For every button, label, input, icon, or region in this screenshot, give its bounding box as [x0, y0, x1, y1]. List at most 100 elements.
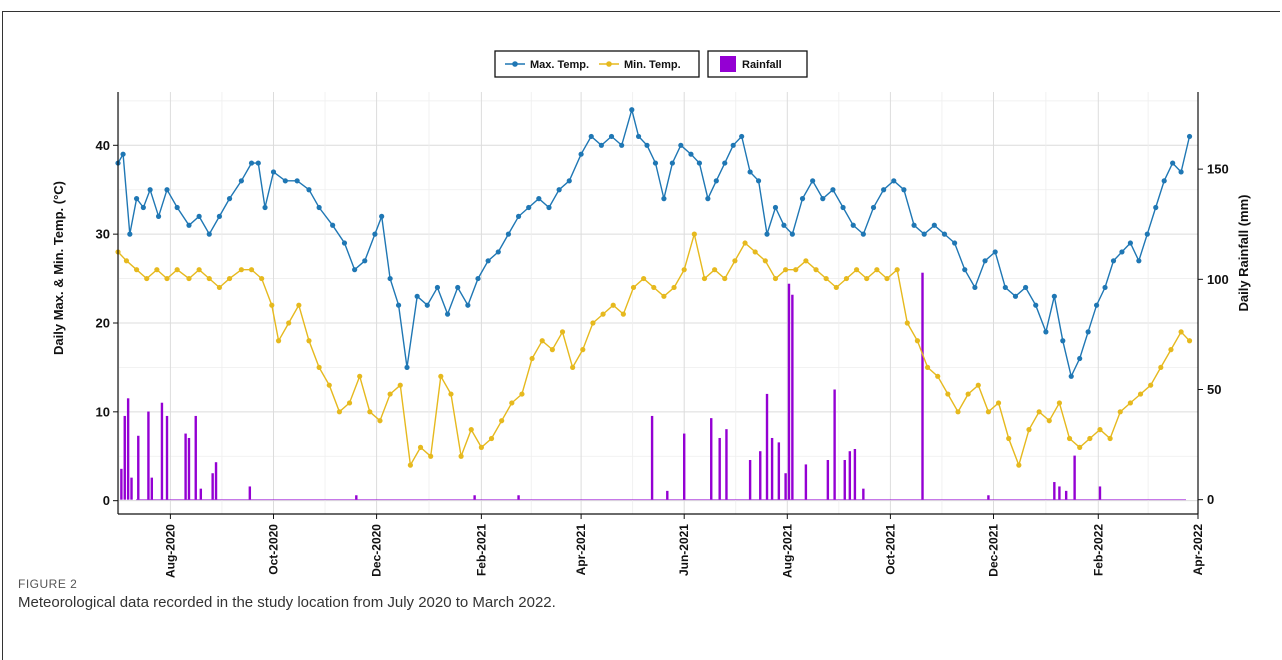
rainfall-bar	[777, 442, 781, 500]
rainfall-bar	[194, 415, 197, 500]
max-temp-point	[387, 275, 393, 282]
rainfall-bar	[921, 272, 924, 500]
max-temp-point	[688, 151, 694, 157]
max-temp-point	[1077, 355, 1083, 362]
min-temp-point	[701, 275, 708, 282]
min-temp-point	[144, 275, 150, 282]
min-temp-point	[955, 409, 961, 415]
max-temp-point	[840, 204, 846, 211]
min-temp-point	[641, 275, 647, 282]
min-temp-point	[519, 391, 525, 397]
max-temp-point	[588, 133, 594, 140]
max-temp-point	[515, 213, 522, 219]
max-temp-point	[164, 187, 170, 193]
legend-label-min-temp: Min. Temp.	[624, 59, 681, 71]
min-temp-point	[1026, 427, 1032, 433]
max-temp-point	[1085, 329, 1091, 335]
max-temp-point	[316, 204, 322, 211]
y-tick-label-right: 0	[1207, 492, 1214, 507]
min-temp-point	[509, 400, 515, 406]
rainfall-bar	[214, 462, 218, 500]
max-temp-point	[941, 231, 948, 237]
max-temp-point	[1136, 258, 1142, 264]
max-temp-point	[395, 302, 402, 308]
rainfall-bar	[1064, 490, 1068, 500]
max-temp-point	[262, 204, 268, 211]
max-temp-point	[635, 133, 642, 140]
min-temp-point	[671, 284, 677, 291]
min-temp-point	[853, 267, 860, 273]
max-temp-point	[891, 178, 897, 184]
min-temp-point	[651, 284, 657, 291]
min-temp-point	[783, 267, 789, 273]
max-temp-point	[414, 293, 420, 299]
x-tick-label: Dec-2021	[986, 524, 1000, 577]
x-tick-label: Oct-2021	[883, 524, 897, 575]
max-temp-point	[372, 231, 378, 237]
max-temp-point	[901, 187, 907, 193]
min-temp-point	[397, 382, 403, 388]
max-temp-point	[1023, 284, 1029, 291]
max-temp-point	[133, 196, 140, 202]
max-temp-point	[434, 284, 441, 291]
min-temp-point	[306, 338, 312, 344]
min-temp-point	[975, 382, 981, 388]
max-temp-point	[341, 240, 348, 246]
max-temp-point	[789, 231, 795, 237]
min-temp-point	[965, 391, 971, 397]
min-temp-point	[661, 293, 667, 299]
legend-marker-min-temp	[606, 61, 612, 67]
max-temp-point	[556, 187, 562, 193]
min-temp-point	[884, 275, 890, 282]
min-temp-point	[226, 275, 233, 282]
y-tick-label-left: 10	[96, 404, 110, 419]
min-temp-point	[762, 258, 768, 264]
min-temp-point	[196, 267, 202, 273]
min-temp-point	[248, 267, 255, 273]
max-temp-point	[485, 258, 491, 264]
max-temp-point	[678, 142, 684, 148]
min-temp-point	[985, 409, 992, 415]
min-temp-point	[336, 409, 343, 415]
rainfall-bar	[650, 415, 654, 500]
max-temp-point	[536, 196, 542, 202]
max-temp-point	[1060, 338, 1066, 344]
max-temp-point	[1144, 231, 1150, 237]
min-temp-point	[864, 275, 870, 282]
min-temp-point	[559, 329, 566, 335]
max-temp-point	[362, 258, 368, 264]
min-temp-point	[1087, 435, 1093, 442]
max-temp-point	[1012, 293, 1019, 299]
rainfall-bar	[211, 473, 214, 500]
max-temp-point	[1153, 204, 1159, 211]
rainfall-bar	[160, 402, 164, 500]
max-temp-point	[1119, 249, 1125, 255]
max-temp-point	[747, 169, 753, 175]
min-temp-point	[417, 444, 424, 450]
min-temp-point	[468, 427, 474, 433]
min-temp-point	[600, 311, 606, 317]
min-temp-point	[691, 231, 697, 237]
max-temp-point	[238, 178, 244, 184]
max-temp-point	[850, 222, 856, 228]
max-temp-point	[669, 160, 675, 166]
min-temp-point	[935, 373, 941, 379]
min-temp-point	[428, 453, 434, 459]
min-temp-point	[296, 302, 302, 308]
x-tick-label: Dec-2020	[370, 524, 384, 577]
legend-rainfall: Rainfall	[707, 50, 808, 78]
max-temp-point	[661, 196, 667, 202]
max-temp-point	[248, 160, 255, 166]
min-temp-point	[1186, 338, 1193, 344]
min-temp-point	[174, 267, 180, 273]
max-temp-point	[1051, 293, 1057, 299]
min-temp-point	[1148, 382, 1154, 388]
max-temp-point	[379, 213, 385, 219]
min-temp-point	[630, 284, 637, 291]
figure-frame	[2, 11, 1280, 660]
rainfall-bars	[120, 272, 1186, 501]
min-temp-point	[407, 462, 413, 468]
max-temp-point	[186, 222, 192, 228]
max-temp-point	[1127, 240, 1133, 246]
max-temp-point	[781, 222, 787, 228]
